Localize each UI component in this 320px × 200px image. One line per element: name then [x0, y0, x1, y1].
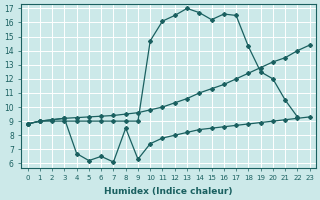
X-axis label: Humidex (Indice chaleur): Humidex (Indice chaleur) — [104, 187, 233, 196]
